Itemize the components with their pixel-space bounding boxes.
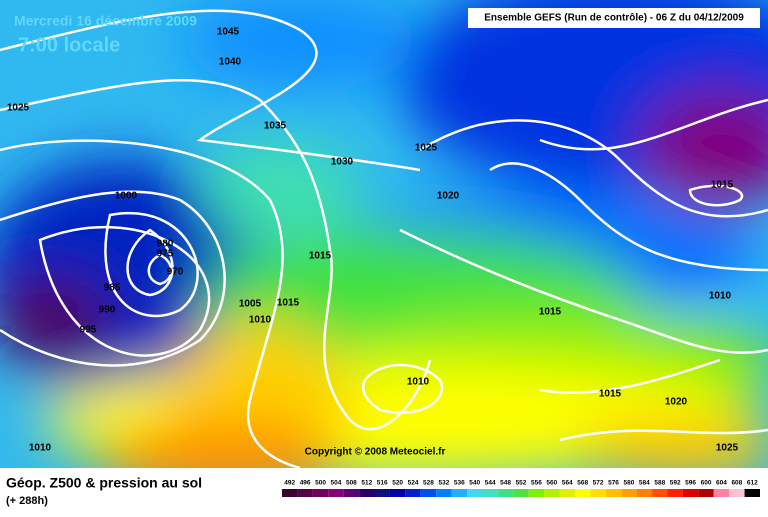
legend-swatch — [282, 489, 298, 497]
isobar-label: 1010 — [407, 377, 430, 388]
legend-swatch — [698, 489, 714, 497]
legend-label: 560 — [546, 480, 557, 487]
legend-swatch — [359, 489, 375, 497]
isobar-label: 1015 — [309, 251, 332, 262]
legend-label: 492 — [284, 480, 295, 487]
legend-swatch — [744, 489, 760, 497]
legend-label: 592 — [670, 480, 681, 487]
legend-label: 564 — [562, 480, 573, 487]
legend-label: 604 — [716, 480, 727, 487]
legend-label: 600 — [701, 480, 712, 487]
legend-label: 576 — [608, 480, 619, 487]
isobar-label: 1040 — [219, 57, 242, 68]
legend-swatch — [682, 489, 699, 497]
legend-label: 572 — [593, 480, 604, 487]
legend-swatch — [374, 489, 390, 497]
legend-label: 532 — [438, 480, 449, 487]
legend-label: 520 — [392, 480, 403, 487]
legend-swatch — [652, 489, 668, 497]
legend-swatch — [667, 489, 683, 497]
legend-label: 512 — [361, 480, 372, 487]
legend-label: 552 — [516, 480, 527, 487]
isobar-label: 1015 — [277, 298, 300, 309]
isobar-label: 1035 — [264, 121, 287, 132]
legend-swatch — [389, 489, 406, 497]
legend-label: 580 — [624, 480, 635, 487]
legend-swatch — [451, 489, 468, 497]
legend-swatch — [482, 489, 498, 497]
map — [0, 0, 768, 468]
legend-swatch — [636, 489, 653, 497]
isobar-label: 990 — [99, 305, 116, 316]
legend-label: 608 — [731, 480, 742, 487]
legend-label: 504 — [331, 480, 342, 487]
date: Mercredi 16 décembre 2009 — [14, 13, 197, 29]
isobar-label: 1025 — [716, 443, 739, 454]
legend-swatch — [574, 489, 591, 497]
isobar-label: 1045 — [217, 27, 240, 38]
isobar-label: 975 — [157, 249, 174, 260]
isobar-label: 1025 — [415, 143, 438, 154]
legend-label: 524 — [408, 480, 419, 487]
run-box — [468, 8, 760, 28]
isobar-label: 980 — [157, 239, 174, 250]
isobar-label: 1030 — [331, 157, 354, 168]
legend-swatch — [297, 489, 313, 497]
legend-swatch — [467, 489, 483, 497]
footer-lead: (+ 288h) — [6, 495, 48, 507]
legend-swatch — [513, 489, 529, 497]
copyright: Copyright © 2008 Meteociel.fr — [305, 447, 446, 458]
legend-label: 496 — [300, 480, 311, 487]
legend-swatch — [405, 489, 421, 497]
isobar-label: 1025 — [7, 103, 30, 114]
legend-label: 596 — [685, 480, 696, 487]
isobar-label: 1020 — [437, 191, 460, 202]
legend-swatch — [605, 489, 622, 497]
footer-title: Géop. Z500 & pression au sol — [6, 475, 202, 491]
legend-label: 568 — [577, 480, 588, 487]
legend-label: 540 — [469, 480, 480, 487]
legend-label: 544 — [485, 480, 496, 487]
isobar-label: 1010 — [709, 291, 732, 302]
isobar-label: 1015 — [599, 389, 622, 400]
legend-swatch — [729, 489, 745, 497]
legend-label: 536 — [454, 480, 465, 487]
legend-swatch — [497, 489, 514, 497]
legend-label: 548 — [500, 480, 511, 487]
legend-swatch — [559, 489, 575, 497]
legend-label: 556 — [531, 480, 542, 487]
legend-swatch — [343, 489, 360, 497]
legend-swatch — [621, 489, 637, 497]
isobar-label: 1005 — [239, 299, 262, 310]
legend-label: 584 — [639, 480, 650, 487]
legend-label: 508 — [346, 480, 357, 487]
legend-swatch — [528, 489, 545, 497]
legend-label: 588 — [654, 480, 665, 487]
legend-label: 500 — [315, 480, 326, 487]
run-info: Ensemble GEFS (Run de contrôle) - 06 Z d… — [484, 13, 744, 24]
isobar-label: 985 — [104, 283, 121, 294]
time: 7:00 locale — [18, 34, 120, 56]
legend-label: 528 — [423, 480, 434, 487]
legend-swatch — [312, 489, 329, 497]
legend-label: 612 — [747, 480, 758, 487]
isobar-label: 1010 — [29, 443, 52, 454]
isobar-label: 1015 — [539, 307, 562, 318]
legend-swatch — [328, 489, 344, 497]
isobar-label: 995 — [80, 325, 97, 336]
legend-swatch — [420, 489, 437, 497]
isobar-label: 1020 — [665, 397, 688, 408]
legend-swatch — [436, 489, 452, 497]
isobar-label: 1010 — [249, 315, 272, 326]
legend-swatch — [713, 489, 730, 497]
isobar-label: 1000 — [115, 191, 138, 202]
isobar-label: 1015 — [711, 180, 734, 191]
legend-swatch — [590, 489, 606, 497]
isobar-label: 970 — [167, 267, 184, 278]
legend-swatch — [544, 489, 560, 497]
legend-label: 516 — [377, 480, 388, 487]
